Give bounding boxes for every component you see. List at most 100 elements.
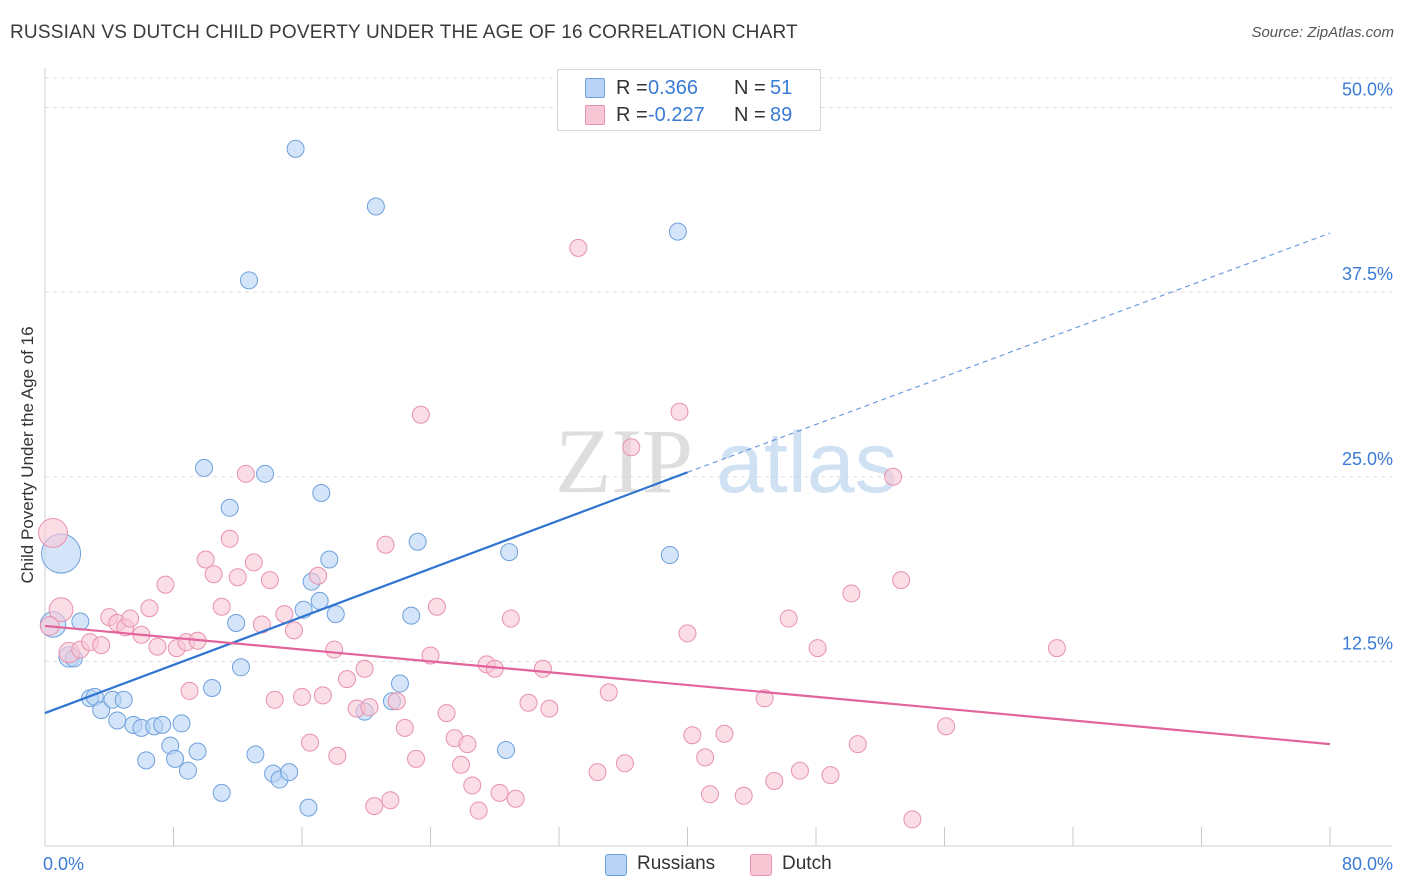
chart-source: Source: ZipAtlas.com — [1251, 24, 1394, 41]
dutch-r-value: -0.227 — [648, 104, 705, 126]
dutch-point — [501, 609, 520, 628]
dutch-point — [381, 791, 400, 810]
stats-row-russians: R = 0.366 N = 51 — [558, 74, 820, 100]
dutch-point — [121, 609, 140, 628]
russians-point — [172, 714, 191, 733]
dutch-point — [376, 535, 395, 554]
dutch-point — [696, 748, 715, 767]
legend-dutch-swatch — [750, 854, 772, 876]
russians-point — [408, 532, 427, 551]
legend-dutch-label: Dutch — [782, 853, 832, 874]
dutch-point — [599, 683, 618, 702]
russians-point — [280, 763, 299, 782]
points-layer — [38, 139, 1066, 829]
dutch-point — [622, 438, 641, 457]
y-tick-label: 25.0% — [1342, 449, 1393, 469]
dutch-point — [265, 690, 284, 709]
russians-point — [326, 605, 345, 624]
russians-trend-line — [44, 471, 688, 715]
dutch-point — [148, 637, 167, 656]
dutch-point — [670, 402, 689, 421]
russians-point — [188, 742, 207, 761]
russians-point — [312, 484, 331, 503]
russians-point — [114, 690, 133, 709]
dutch-point — [588, 763, 607, 782]
russians-point — [500, 543, 519, 562]
dutch-point — [180, 681, 199, 700]
dutch-point — [48, 597, 74, 623]
russians-point — [108, 711, 127, 730]
russians-point — [402, 606, 421, 625]
dutch-point — [156, 575, 175, 594]
dutch-point — [506, 789, 525, 808]
dutch-point — [260, 571, 279, 590]
dutch-point — [848, 735, 867, 754]
russians-point — [239, 271, 258, 290]
dutch-point — [196, 550, 215, 569]
russians-point — [92, 701, 111, 720]
russians-point — [71, 612, 90, 631]
russians-point — [366, 197, 385, 216]
x-tick-label-min: 0.0% — [43, 854, 84, 874]
trend-layer — [44, 232, 1331, 746]
russians-n-value: 51 — [770, 77, 793, 99]
russians-n-label: N = — [734, 77, 766, 99]
dutch-point — [365, 797, 384, 816]
dutch-point — [821, 766, 840, 785]
dutch-point — [220, 529, 239, 548]
dutch-point — [92, 636, 111, 655]
stats-row-dutch: R = -0.227 N = 89 — [558, 101, 820, 127]
dutch-point — [437, 704, 456, 723]
russians-point — [299, 798, 318, 817]
dutch-trend-line — [44, 624, 1331, 746]
russians-point — [166, 749, 185, 768]
dutch-point — [421, 646, 440, 665]
legend-russians-swatch — [605, 854, 627, 876]
dutch-point — [533, 659, 552, 678]
dutch-point — [700, 785, 719, 804]
dutch-point — [325, 640, 344, 659]
dutch-point — [313, 686, 332, 705]
dutch-point — [337, 670, 356, 689]
tick-label-layer: 12.5% 25.0% 37.5% 50.0% 0.0% 80.0% — [43, 80, 1393, 874]
dutch-point — [228, 568, 247, 587]
dutch-point — [309, 566, 328, 585]
dutch-point — [808, 639, 827, 658]
dutch-point — [615, 754, 634, 773]
chart-title: RUSSIAN VS DUTCH CHILD POVERTY UNDER THE… — [10, 22, 798, 43]
dutch-point — [395, 718, 414, 737]
dutch-point — [38, 517, 68, 548]
dutch-point — [1047, 639, 1066, 658]
dutch-point — [328, 746, 347, 765]
russians-point — [178, 761, 197, 780]
dutch-point — [360, 698, 379, 717]
dutch-point — [540, 699, 559, 718]
dutch-point — [678, 624, 697, 643]
russians-r-label: R = — [616, 77, 648, 99]
dutch-point — [755, 689, 774, 708]
grid-layer — [45, 77, 1392, 662]
russians-point — [660, 546, 679, 565]
russians-point — [256, 464, 275, 483]
dutch-point — [683, 726, 702, 745]
dutch-swatch — [585, 105, 605, 125]
dutch-point — [779, 609, 798, 628]
dutch-r-label: R = — [616, 104, 648, 126]
russians-point — [496, 741, 515, 759]
legend-russians-label: Russians — [637, 853, 716, 874]
dutch-point — [490, 783, 509, 802]
dutch-point — [790, 761, 809, 780]
y-tick-label: 37.5% — [1342, 264, 1393, 284]
russians-point — [390, 674, 409, 693]
dutch-point — [903, 810, 922, 829]
dutch-point — [734, 786, 753, 805]
x-tick-label-max: 80.0% — [1342, 854, 1393, 874]
dutch-point — [892, 571, 911, 590]
dutch-point — [407, 749, 426, 768]
russians-swatch — [585, 78, 605, 98]
dutch-point — [937, 717, 956, 736]
y-tick-label: 12.5% — [1342, 633, 1393, 653]
dutch-point — [569, 238, 588, 257]
watermark-atlas: atlas — [716, 415, 898, 511]
